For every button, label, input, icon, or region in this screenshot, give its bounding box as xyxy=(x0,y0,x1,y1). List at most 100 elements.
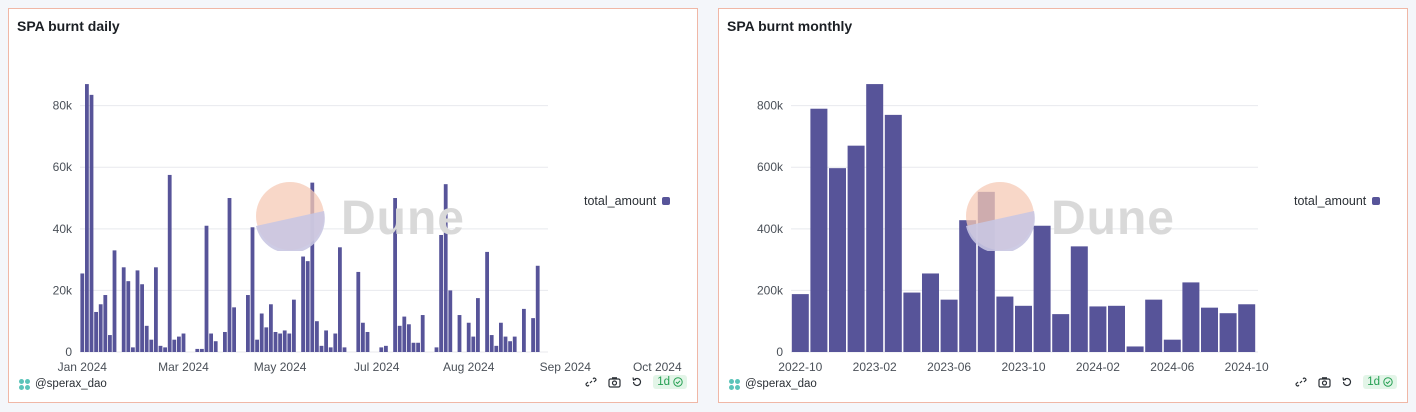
bar xyxy=(112,250,117,352)
x-tick-label: 2024-06 xyxy=(1150,360,1194,374)
refresh-icon[interactable] xyxy=(1340,375,1354,389)
bar xyxy=(397,325,402,352)
bar xyxy=(264,327,269,352)
x-tick-label: Mar 2024 xyxy=(158,360,209,374)
bar xyxy=(255,339,259,352)
x-tick-label: Aug 2024 xyxy=(443,360,495,374)
bar xyxy=(499,322,503,352)
author-handle: @sperax_dao xyxy=(745,378,817,390)
bar xyxy=(287,333,292,352)
sperax-logo-icon xyxy=(727,377,741,391)
bar xyxy=(121,267,126,352)
bar xyxy=(531,318,535,352)
bar xyxy=(250,227,255,352)
bar xyxy=(522,308,526,352)
bar xyxy=(319,345,324,352)
legend-label: total_amount xyxy=(584,194,657,208)
bar xyxy=(140,284,144,352)
bar xyxy=(246,295,250,352)
refresh-badge[interactable]: 1d xyxy=(1363,375,1397,389)
daily-bar-chart: 0 20k 40k 60k 80k Jan 2024 Mar 2024 May 2024 Jul… xyxy=(53,84,682,374)
bar xyxy=(847,145,865,352)
bar xyxy=(135,270,140,352)
dune-watermark-text: Dune xyxy=(341,192,465,245)
y-tick-label: 60k xyxy=(53,160,73,174)
bar xyxy=(485,251,489,352)
bar xyxy=(108,335,112,352)
bar xyxy=(154,267,158,352)
bar xyxy=(439,234,443,352)
monthly-chart-panel: SPA burnt monthly 0 200k 400k 600k 800k 2022-… xyxy=(718,8,1408,403)
y-tick-label: 40k xyxy=(53,222,73,236)
daily-legend[interactable]: total_amount xyxy=(584,194,671,208)
bar xyxy=(1126,346,1144,352)
daily-actions: 1d xyxy=(584,375,687,389)
bar xyxy=(310,182,315,352)
bar xyxy=(922,273,939,352)
bar xyxy=(1015,305,1032,352)
bar xyxy=(333,333,338,352)
bar xyxy=(204,225,209,352)
bar xyxy=(195,348,200,352)
x-tick-label: 2023-06 xyxy=(927,360,971,374)
y-tick-label: 400k xyxy=(757,222,784,236)
bar xyxy=(503,336,508,352)
share-link-icon[interactable] xyxy=(1294,375,1308,389)
monthly-legend[interactable]: total_amount xyxy=(1294,194,1381,208)
bar xyxy=(416,342,420,352)
bar xyxy=(903,292,921,352)
daily-author[interactable]: @sperax_dao xyxy=(17,377,107,391)
y-tick-label: 600k xyxy=(757,160,784,174)
camera-icon[interactable] xyxy=(607,375,621,389)
bar xyxy=(365,331,370,352)
bar xyxy=(407,324,411,352)
bar xyxy=(126,281,131,352)
y-tick-label: 80k xyxy=(53,99,73,113)
x-tick-label: Jul 2024 xyxy=(354,360,400,374)
daily-chart-title: SPA burnt daily xyxy=(17,18,120,34)
bar xyxy=(434,347,439,352)
bar xyxy=(996,296,1014,352)
bar xyxy=(1089,306,1107,352)
y-tick-label: 800k xyxy=(757,99,784,113)
bar xyxy=(315,321,319,352)
bar xyxy=(1219,313,1237,352)
daily-chart-panel: SPA burnt daily 0 20k 40k 60k 80k Jan 2024 Mar… xyxy=(8,8,698,403)
bar xyxy=(884,114,902,352)
refresh-interval: 1d xyxy=(1367,376,1380,388)
bar xyxy=(508,341,512,352)
monthly-actions: 1d xyxy=(1294,375,1397,389)
bar xyxy=(384,345,388,352)
bar xyxy=(338,247,342,352)
share-link-icon[interactable] xyxy=(584,375,598,389)
x-tick-label: Oct 2024 xyxy=(633,360,682,374)
bar xyxy=(98,304,103,352)
dune-watermark-logo-icon xyxy=(255,181,325,256)
bar xyxy=(172,339,177,352)
y-tick-label: 0 xyxy=(776,345,783,359)
bar xyxy=(866,84,884,353)
sperax-logo-icon xyxy=(17,377,31,391)
bar xyxy=(535,265,540,352)
x-tick-label: 2023-02 xyxy=(853,360,897,374)
bar xyxy=(1033,225,1051,352)
bar xyxy=(80,273,85,352)
bar xyxy=(476,298,480,352)
bar xyxy=(167,174,172,352)
bar xyxy=(1070,246,1088,352)
bar xyxy=(328,347,333,352)
bar xyxy=(94,311,98,352)
refresh-icon[interactable] xyxy=(630,375,644,389)
x-tick-label: Jan 2024 xyxy=(58,360,108,374)
bar xyxy=(278,333,282,352)
bar xyxy=(471,336,476,352)
bar xyxy=(448,290,453,352)
bar xyxy=(209,333,213,352)
monthly-author[interactable]: @sperax_dao xyxy=(727,377,817,391)
bar xyxy=(200,348,204,352)
camera-icon[interactable] xyxy=(1317,375,1331,389)
legend-swatch xyxy=(1372,197,1381,205)
bar xyxy=(466,322,471,352)
refresh-badge[interactable]: 1d xyxy=(653,375,687,389)
bar xyxy=(1108,305,1125,352)
